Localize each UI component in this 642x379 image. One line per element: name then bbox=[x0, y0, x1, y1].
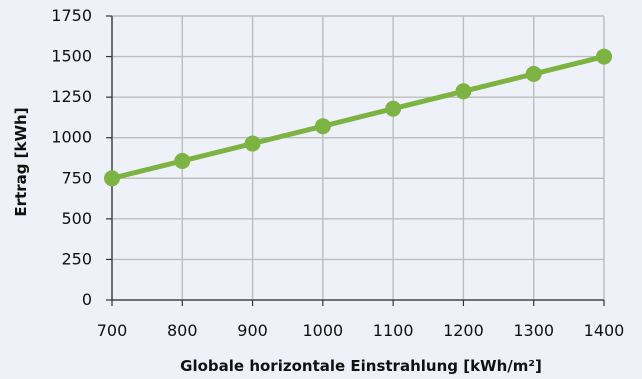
x-tick-label: 700 bbox=[97, 321, 128, 340]
x-tick-label: 1400 bbox=[584, 321, 625, 340]
y-tick-label: 1500 bbox=[51, 47, 92, 66]
x-tick-label: 1300 bbox=[513, 321, 554, 340]
data-point bbox=[174, 152, 191, 169]
y-tick-label: 0 bbox=[82, 290, 92, 309]
grid bbox=[111, 15, 605, 301]
y-tick-label: 250 bbox=[61, 249, 92, 268]
x-tick-label: 1200 bbox=[443, 321, 484, 340]
data-point bbox=[455, 83, 472, 100]
data-point bbox=[244, 135, 261, 152]
axes bbox=[106, 15, 605, 306]
x-tick-label: 1000 bbox=[302, 321, 343, 340]
x-axis-title: Globale horizontale Einstrahlung [kWh/m²… bbox=[180, 357, 542, 375]
y-tick-label: 750 bbox=[61, 168, 92, 187]
data-point bbox=[596, 48, 612, 65]
x-tick-label: 900 bbox=[237, 321, 268, 340]
data-point bbox=[385, 100, 402, 117]
y-tick-label: 500 bbox=[61, 209, 92, 228]
x-tick-label: 1100 bbox=[373, 321, 414, 340]
y-tick-label: 1250 bbox=[51, 87, 92, 106]
data-point bbox=[104, 170, 120, 187]
series-layer bbox=[104, 48, 612, 187]
data-point bbox=[314, 118, 331, 135]
data-point bbox=[525, 65, 542, 82]
y-tick-label: 1750 bbox=[51, 6, 92, 25]
tick-labels: 700 800 900 1000 1100 1200 1300 1400 0 250 500 750 1… bbox=[51, 6, 624, 340]
x-tick-label: 800 bbox=[167, 321, 198, 340]
series-line bbox=[109, 54, 607, 181]
y-tick-label: 1000 bbox=[51, 128, 92, 147]
y-axis-title: Ertrag [kWh] bbox=[12, 107, 30, 216]
